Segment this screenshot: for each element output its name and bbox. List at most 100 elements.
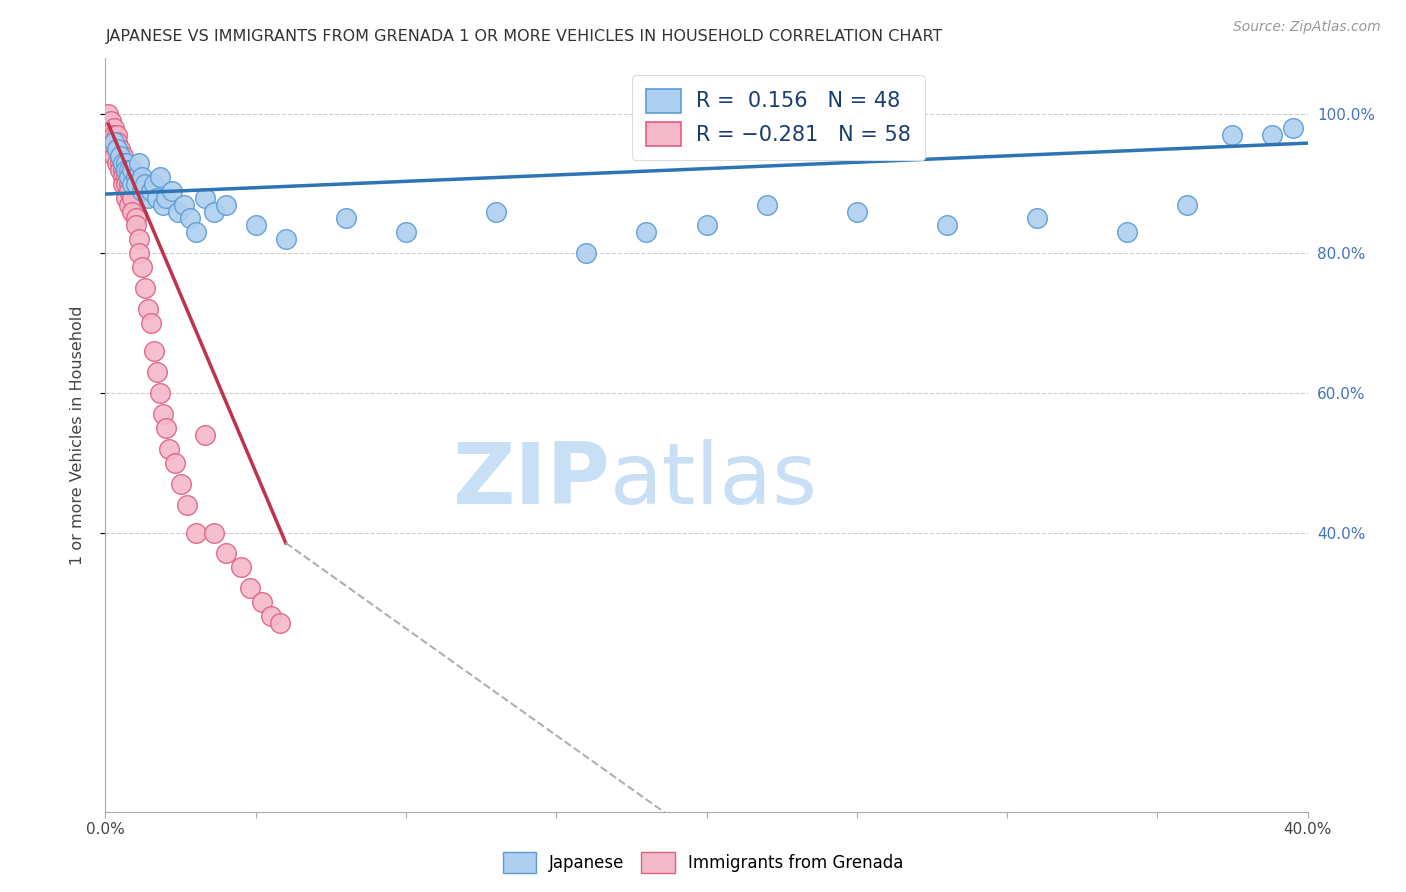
Point: [103, 149, 125, 163]
Point: [157, 442, 180, 456]
Point: [107, 142, 129, 156]
Point: [118, 177, 141, 191]
Point: [155, 190, 177, 204]
Point: [107, 142, 129, 156]
Point: [107, 135, 129, 149]
Point: [100, 135, 122, 149]
Point: [696, 219, 718, 233]
Point: [335, 211, 357, 226]
Point: [163, 456, 186, 470]
Point: [229, 560, 252, 574]
Point: [118, 169, 141, 184]
Point: [250, 595, 273, 609]
Text: JAPANESE VS IMMIGRANTS FROM GRENADA 1 OR MORE VEHICLES IN HOUSEHOLD CORRELATION : JAPANESE VS IMMIGRANTS FROM GRENADA 1 OR…: [105, 29, 943, 44]
Point: [636, 226, 658, 240]
Y-axis label: 1 or more Vehicles in Household: 1 or more Vehicles in Household: [70, 305, 84, 565]
Point: [124, 219, 146, 233]
Point: [118, 184, 141, 198]
Point: [1222, 128, 1244, 142]
Point: [121, 162, 143, 177]
Point: [575, 246, 598, 260]
Point: [128, 232, 150, 246]
Point: [148, 386, 170, 401]
Point: [134, 177, 156, 191]
Point: [1175, 197, 1198, 211]
Point: [139, 316, 162, 330]
Text: atlas: atlas: [610, 439, 818, 522]
Point: [131, 260, 153, 275]
Point: [148, 169, 170, 184]
Point: [152, 197, 174, 211]
Point: [166, 204, 188, 219]
Point: [100, 113, 122, 128]
Point: [160, 184, 183, 198]
Legend: Japanese, Immigrants from Grenada: Japanese, Immigrants from Grenada: [496, 846, 910, 880]
Point: [274, 232, 297, 246]
Point: [142, 344, 165, 359]
Point: [103, 120, 125, 135]
Point: [103, 142, 125, 156]
Point: [112, 169, 135, 184]
Point: [110, 155, 132, 169]
Point: [115, 190, 138, 204]
Point: [115, 169, 138, 184]
Legend: R =  0.156   N = 48, R = −0.281   N = 58: R = 0.156 N = 48, R = −0.281 N = 58: [633, 75, 925, 160]
Point: [131, 184, 153, 198]
Point: [485, 204, 508, 219]
Point: [176, 498, 198, 512]
Point: [269, 616, 291, 631]
Point: [142, 177, 165, 191]
Point: [121, 190, 143, 204]
Text: Source: ZipAtlas.com: Source: ZipAtlas.com: [1233, 20, 1381, 34]
Point: [131, 169, 153, 184]
Point: [107, 155, 129, 169]
Point: [118, 162, 141, 177]
Point: [124, 211, 146, 226]
Point: [936, 219, 959, 233]
Point: [184, 525, 207, 540]
Point: [97, 120, 120, 135]
Point: [194, 428, 217, 442]
Point: [202, 525, 225, 540]
Point: [115, 177, 138, 191]
Point: [245, 219, 267, 233]
Point: [103, 128, 125, 142]
Point: [1260, 128, 1282, 142]
Point: [214, 547, 236, 561]
Point: [112, 177, 135, 191]
Point: [260, 609, 283, 624]
Point: [110, 162, 132, 177]
Point: [152, 407, 174, 421]
Point: [110, 149, 132, 163]
Point: [139, 184, 162, 198]
Point: [124, 169, 146, 184]
Point: [112, 155, 135, 169]
Point: [395, 226, 418, 240]
Point: [173, 197, 195, 211]
Point: [103, 135, 125, 149]
Point: [110, 149, 132, 163]
Point: [239, 582, 262, 596]
Point: [145, 190, 167, 204]
Point: [115, 162, 138, 177]
Point: [115, 155, 138, 169]
Point: [1116, 226, 1139, 240]
Point: [134, 281, 156, 295]
Point: [128, 246, 150, 260]
Point: [121, 204, 143, 219]
Point: [136, 302, 159, 317]
Point: [112, 149, 135, 163]
Point: [1026, 211, 1049, 226]
Point: [155, 421, 177, 435]
Point: [136, 190, 159, 204]
Point: [194, 190, 217, 204]
Point: [115, 162, 138, 177]
Point: [184, 226, 207, 240]
Point: [202, 204, 225, 219]
Point: [103, 135, 125, 149]
Point: [118, 197, 141, 211]
Text: ZIP: ZIP: [453, 439, 610, 522]
Point: [112, 162, 135, 177]
Point: [100, 128, 122, 142]
Point: [845, 204, 868, 219]
